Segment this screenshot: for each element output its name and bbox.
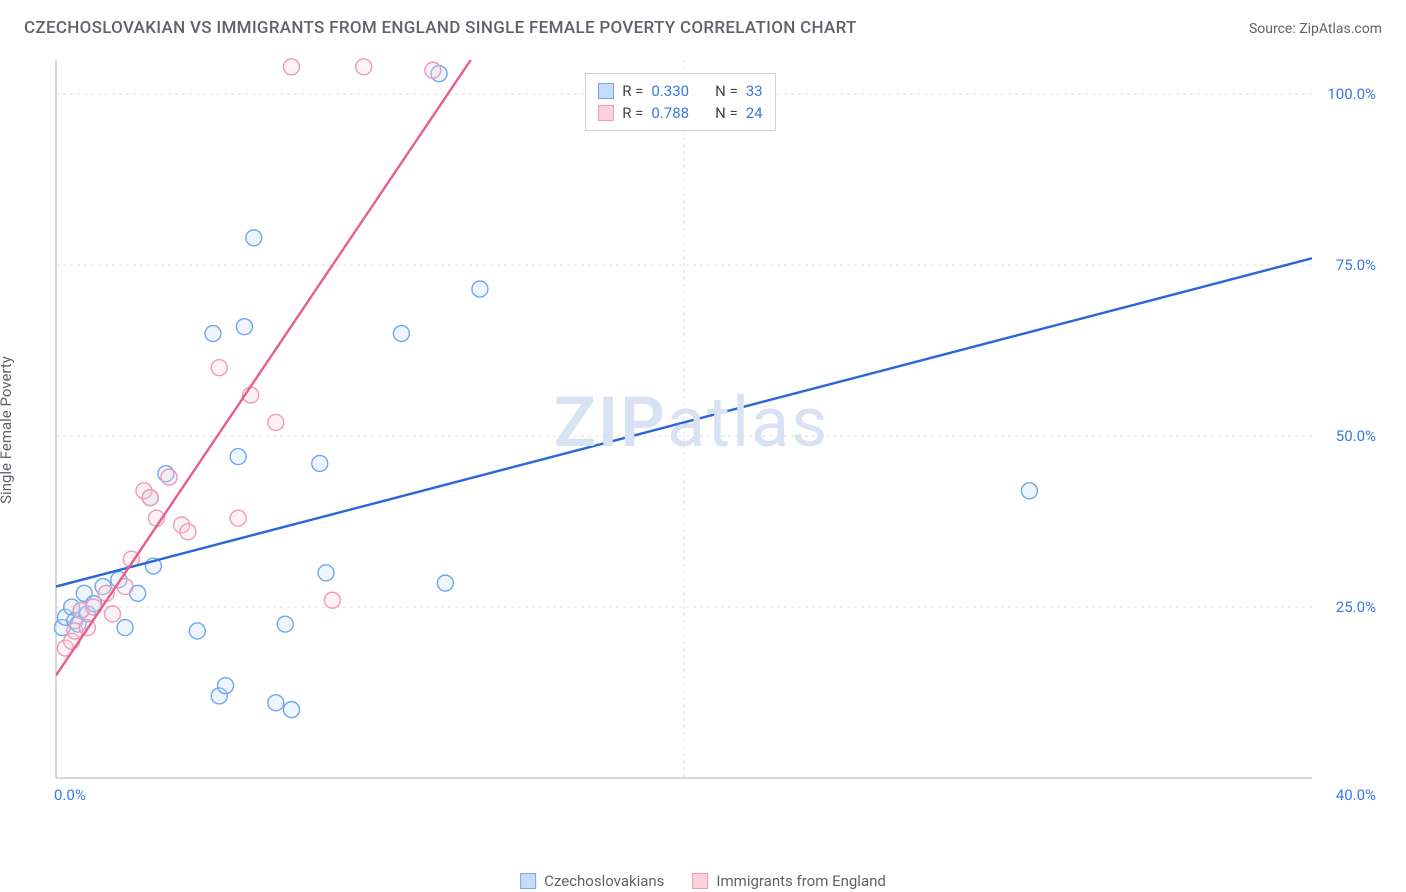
data-point — [105, 606, 121, 622]
chart-title: CZECHOSLOVAKIAN VS IMMIGRANTS FROM ENGLA… — [24, 18, 857, 38]
y-axis-label: Single Female Poverty — [0, 356, 15, 504]
correlation-row: R = 0.788 N = 24 — [598, 102, 762, 124]
data-point — [230, 449, 246, 465]
data-point — [324, 592, 340, 608]
y-tick-label: 75.0% — [1336, 256, 1376, 274]
legend-label: Immigrants from England — [716, 872, 885, 890]
legend-item: Immigrants from England — [692, 872, 885, 890]
x-tick-label: 40.0% — [1336, 786, 1376, 804]
r-value: 0.788 — [651, 102, 689, 124]
source-attribution: Source: ZipAtlas.com — [1249, 21, 1382, 37]
data-point — [142, 490, 158, 506]
data-point — [1021, 483, 1037, 499]
legend-swatch — [598, 83, 614, 99]
legend-swatch — [598, 105, 614, 121]
data-point — [284, 59, 300, 75]
data-point — [205, 326, 221, 342]
legend-item: Czechoslovakians — [520, 872, 664, 890]
data-point — [268, 414, 284, 430]
data-point — [425, 62, 441, 78]
data-point — [318, 565, 334, 581]
data-point — [211, 360, 227, 376]
chart-header: CZECHOSLOVAKIAN VS IMMIGRANTS FROM ENGLA… — [24, 18, 1382, 38]
data-point — [218, 678, 234, 694]
data-point — [393, 326, 409, 342]
r-label: R = — [622, 80, 643, 102]
series-legend: Czechoslovakians Immigrants from England — [520, 872, 886, 890]
n-label: N = — [715, 102, 738, 124]
correlation-legend-box: R = 0.330 N = 33 R = 0.788 N = 24 — [585, 73, 775, 131]
data-point — [277, 616, 293, 632]
data-point — [472, 281, 488, 297]
y-tick-label: 25.0% — [1336, 598, 1376, 616]
n-label: N = — [715, 80, 738, 102]
r-value: 0.330 — [651, 80, 689, 102]
data-point — [117, 620, 133, 636]
legend-swatch — [692, 873, 708, 889]
trend-line — [56, 58, 480, 675]
y-tick-label: 100.0% — [1327, 85, 1376, 103]
data-point — [284, 702, 300, 718]
data-point — [246, 230, 262, 246]
correlation-row: R = 0.330 N = 33 — [598, 80, 762, 102]
data-point — [268, 695, 284, 711]
data-point — [312, 455, 328, 471]
data-point — [356, 59, 372, 75]
r-label: R = — [622, 102, 643, 124]
data-point — [230, 510, 246, 526]
data-point — [236, 319, 252, 335]
data-point — [189, 623, 205, 639]
x-tick-label: 0.0% — [54, 786, 86, 804]
scatter-plot-svg: 25.0% 50.0% 75.0% 100.0% 0.0% 40.0% — [54, 58, 1382, 818]
chart-plot-area: 25.0%50.0%75.0%100.0%0.0%40.0% ZIPatlas … — [54, 58, 1382, 818]
n-value: 33 — [746, 80, 763, 102]
legend-label: Czechoslovakians — [544, 872, 664, 890]
data-point — [161, 469, 177, 485]
legend-swatch — [520, 873, 536, 889]
data-point — [180, 524, 196, 540]
data-point — [437, 575, 453, 591]
n-value: 24 — [746, 102, 763, 124]
y-tick-label: 50.0% — [1336, 427, 1376, 445]
